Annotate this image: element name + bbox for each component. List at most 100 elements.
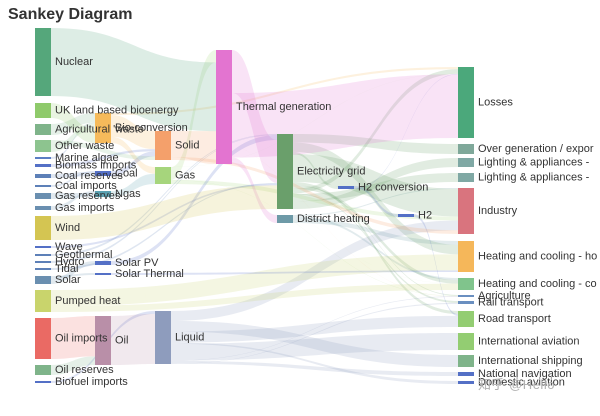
link-gas-reserves-to-ngas[interactable]: [51, 192, 95, 199]
node-hydro[interactable]: [35, 261, 51, 263]
link-gas-to-thermal-generation[interactable]: [171, 50, 216, 180]
link-liquid-to-industry[interactable]: [171, 220, 458, 321]
node-geothermal[interactable]: [35, 254, 51, 256]
link-wave-to-electricity-grid[interactable]: [51, 183, 277, 248]
link-solid-to-agriculture[interactable]: [171, 131, 458, 297]
link-district-heating-to-heating-and-cooling-commercial[interactable]: [293, 216, 458, 281]
link-electricity-grid-to-heating-and-cooling-commercial[interactable]: [293, 185, 458, 284]
link-pumped-heat-to-heating-and-cooling-homes[interactable]: [51, 254, 458, 307]
link-gas-to-industry[interactable]: [171, 179, 458, 221]
link-liquid-to-international-aviation[interactable]: [171, 333, 458, 361]
node-over-generation-exports[interactable]: [458, 144, 474, 154]
node-gas[interactable]: [155, 167, 171, 184]
link-liquid-to-agriculture[interactable]: [171, 296, 458, 361]
node-electricity-grid[interactable]: [277, 134, 293, 209]
link-thermal-generation-to-electricity-grid[interactable]: [232, 50, 277, 184]
link-liquid-to-rail-transport[interactable]: [171, 302, 458, 364]
node-oil[interactable]: [95, 316, 111, 365]
node-coal-reserves[interactable]: [35, 174, 51, 178]
node-oil-reserves[interactable]: [35, 365, 51, 375]
link-uk-land-based-bioenergy-to-bio-conversion[interactable]: [51, 103, 95, 143]
node-lighting-appliances-domestic[interactable]: [458, 158, 474, 167]
link-agricultural-waste-to-bio-conversion[interactable]: [51, 113, 95, 135]
link-marine-algae-to-bio-conversion[interactable]: [51, 122, 95, 159]
link-electricity-grid-to-losses[interactable]: [293, 69, 458, 194]
node-marine-algae[interactable]: [35, 157, 51, 159]
node-international-shipping[interactable]: [458, 355, 474, 367]
node-solar[interactable]: [35, 276, 51, 284]
link-hydro-to-electricity-grid[interactable]: [51, 134, 277, 263]
link-liquid-to-international-shipping[interactable]: [171, 320, 458, 367]
link-gas-to-losses[interactable]: [171, 73, 458, 168]
link-coal-imports-to-coal[interactable]: [51, 171, 95, 187]
node-nuclear[interactable]: [35, 28, 51, 96]
node-gas-reserves[interactable]: [35, 193, 51, 199]
node-oil-imports[interactable]: [35, 318, 51, 359]
link-bio-conversion-to-solid[interactable]: [111, 115, 155, 150]
node-international-aviation[interactable]: [458, 333, 474, 350]
link-liquid-to-domestic-aviation[interactable]: [171, 342, 458, 384]
node-losses[interactable]: [458, 67, 474, 138]
link-tidal-to-electricity-grid[interactable]: [51, 183, 277, 270]
link-solar-to-solar-pv[interactable]: [51, 261, 95, 284]
link-gas-to-agriculture[interactable]: [171, 179, 458, 297]
link-bio-conversion-to-losses[interactable]: [111, 67, 458, 116]
link-nuclear-to-thermal-generation[interactable]: [51, 28, 216, 132]
node-coal[interactable]: [95, 171, 111, 176]
node-heating-and-cooling-homes[interactable]: [458, 241, 474, 272]
link-wind-to-electricity-grid[interactable]: [51, 185, 277, 240]
node-solar-thermal[interactable]: [95, 273, 111, 275]
link-oil-reserves-to-oil[interactable]: [51, 356, 95, 375]
node-pumped-heat[interactable]: [35, 290, 51, 312]
node-coal-imports[interactable]: [35, 185, 51, 187]
link-h2-conversion-to-losses[interactable]: [354, 73, 458, 189]
link-electricity-grid-to-h2-conversion[interactable]: [293, 151, 338, 189]
node-district-heating[interactable]: [277, 215, 293, 223]
link-biomass-imports-to-solid[interactable]: [51, 149, 155, 167]
link-solar-to-solar-thermal[interactable]: [51, 273, 95, 278]
node-road-transport[interactable]: [458, 311, 474, 327]
node-agricultural-waste[interactable]: [35, 124, 51, 135]
node-solid[interactable]: [155, 131, 171, 160]
link-coal-reserves-to-coal[interactable]: [51, 171, 95, 178]
node-national-navigation[interactable]: [458, 372, 474, 376]
node-liquid[interactable]: [155, 311, 171, 364]
link-ngas-to-gas[interactable]: [111, 173, 155, 197]
link-thermal-generation-to-district-heating[interactable]: [232, 157, 277, 223]
node-gas-imports[interactable]: [35, 206, 51, 210]
link-solid-to-thermal-generation[interactable]: [171, 131, 216, 164]
node-h2[interactable]: [398, 214, 414, 217]
node-agriculture[interactable]: [458, 295, 474, 297]
link-liquid-to-national-navigation[interactable]: [171, 360, 458, 376]
link-solar-pv-to-electricity-grid[interactable]: [111, 135, 277, 265]
node-uk-land-based-bioenergy[interactable]: [35, 103, 51, 118]
node-tidal[interactable]: [35, 268, 51, 270]
node-solar-pv[interactable]: [95, 261, 111, 265]
link-electricity-grid-to-over-generation-exports[interactable]: [293, 134, 458, 154]
link-electricity-grid-to-lighting-appliances-commercial[interactable]: [293, 173, 458, 202]
link-gas-to-heating-and-cooling-commercial[interactable]: [171, 167, 458, 284]
link-other-waste-to-bio-conversion[interactable]: [51, 122, 95, 152]
link-electricity-grid-to-industry[interactable]: [293, 154, 458, 217]
link-geothermal-to-electricity-grid[interactable]: [51, 134, 277, 256]
link-electricity-grid-to-agriculture[interactable]: [293, 185, 458, 296]
link-bio-conversion-to-gas[interactable]: [111, 136, 155, 174]
link-solid-to-industry[interactable]: [171, 156, 458, 234]
link-electricity-grid-to-road-transport[interactable]: [293, 181, 458, 315]
link-electricity-grid-to-heating-and-cooling-homes[interactable]: [293, 142, 458, 255]
link-gas-imports-to-ngas[interactable]: [51, 191, 95, 210]
link-other-waste-to-solid[interactable]: [51, 140, 155, 160]
node-rail-transport[interactable]: [458, 301, 474, 304]
node-wave[interactable]: [35, 246, 51, 248]
link-electricity-grid-to-lighting-appliances-domestic[interactable]: [293, 158, 458, 209]
link-district-heating-to-heating-and-cooling-homes[interactable]: [293, 218, 458, 245]
link-bio-conversion-to-liquid[interactable]: [111, 113, 155, 312]
node-h2-conversion[interactable]: [338, 186, 354, 189]
node-domestic-aviation[interactable]: [458, 381, 474, 384]
node-heating-and-cooling-commercial[interactable]: [458, 278, 474, 290]
node-wind[interactable]: [35, 216, 51, 240]
node-industry[interactable]: [458, 188, 474, 234]
link-h2-conversion-to-h2[interactable]: [354, 186, 398, 217]
node-bio-conversion[interactable]: [95, 113, 111, 143]
link-h2-to-road-transport[interactable]: [414, 214, 458, 316]
